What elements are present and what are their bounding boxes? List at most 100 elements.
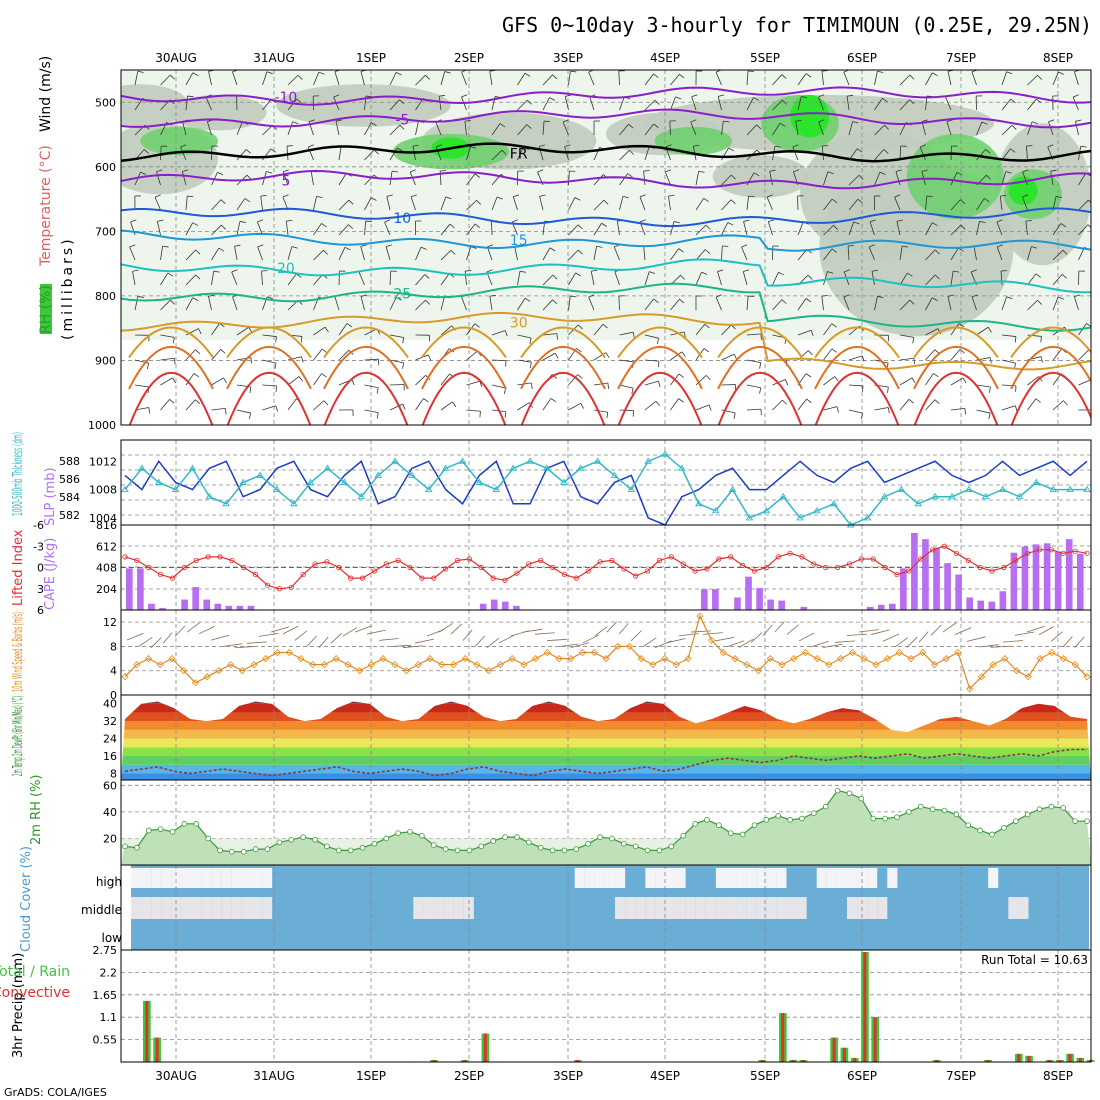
wind-barb-flag xyxy=(371,122,377,127)
wind-barb-flag xyxy=(391,170,399,173)
cape-bar xyxy=(944,563,951,610)
wind-barb xyxy=(792,146,799,161)
wind-barb-flag xyxy=(960,199,966,204)
wind-barb-flag xyxy=(486,269,493,273)
rh-point xyxy=(312,836,318,843)
cloud-clear-high xyxy=(766,868,777,888)
wind-barb-flag xyxy=(908,399,914,404)
cloud-clear-high xyxy=(756,868,767,888)
wind-barb xyxy=(364,197,372,211)
lifted-point xyxy=(1001,564,1007,571)
wind-barb-flag xyxy=(934,274,940,280)
wind-barb-flag xyxy=(805,373,812,378)
cloud-clear-high xyxy=(715,868,726,888)
rh-point xyxy=(906,809,912,815)
wind-barb xyxy=(129,246,136,261)
lifted-point xyxy=(882,564,888,571)
wind-barb-flag xyxy=(156,169,163,172)
rh-point xyxy=(989,831,995,838)
wind-barb-flag xyxy=(137,70,144,73)
wind10-point xyxy=(696,612,704,620)
wind-barb-flag xyxy=(318,71,325,75)
wind-barb-flag xyxy=(420,246,427,250)
wind10-barb xyxy=(762,624,773,636)
wind-barb xyxy=(313,326,326,336)
rh-point xyxy=(822,803,829,810)
rh2m-tick: 20 xyxy=(103,832,117,845)
lifted-point xyxy=(775,554,781,560)
wind-barb xyxy=(644,400,657,411)
rh-point xyxy=(704,817,710,823)
temp-band xyxy=(121,756,1091,765)
wind-barb-flag xyxy=(877,70,884,73)
wind-barb-flag xyxy=(1060,223,1067,228)
slp-tick: 1004 xyxy=(89,512,117,525)
wind-barb xyxy=(1027,246,1032,261)
wind-barb xyxy=(746,296,749,311)
cape-bar xyxy=(203,599,211,610)
wind-barb xyxy=(134,71,139,86)
surface-isotherm xyxy=(717,345,803,390)
wind10-point xyxy=(801,648,810,657)
wind-barb-flag xyxy=(449,223,455,229)
wind-barb xyxy=(542,299,553,311)
wind-barb xyxy=(823,171,829,186)
thickness-point xyxy=(154,478,163,485)
wind-barb xyxy=(1052,223,1062,236)
wind-barb-flag xyxy=(605,352,610,358)
thickness-point xyxy=(138,464,146,471)
cloud-clear-mid xyxy=(796,897,807,919)
wind-barb-flag xyxy=(853,221,860,225)
wind-barb-flag xyxy=(774,145,781,148)
rh-point xyxy=(502,834,508,840)
wind-barb xyxy=(313,223,322,236)
wind-barb xyxy=(185,274,196,286)
rh-point xyxy=(407,828,413,835)
rh2m-tick: 60 xyxy=(103,779,117,792)
wind-barb-flag xyxy=(333,94,340,98)
wind-barb xyxy=(976,198,985,211)
rh-point xyxy=(1012,818,1019,824)
wind10-barb xyxy=(246,641,267,644)
wind10-point xyxy=(743,661,751,669)
wind-barb xyxy=(695,224,707,236)
wind10-point xyxy=(1059,655,1068,663)
wind-barb-flag xyxy=(603,199,609,205)
wind-barb xyxy=(517,271,521,286)
wind-barb-flag xyxy=(678,373,685,378)
thickness-point xyxy=(695,499,703,507)
thickness-point xyxy=(880,492,889,500)
cloud-clear-mid xyxy=(231,897,242,919)
wind-barb xyxy=(619,123,629,136)
wind-barb xyxy=(435,121,442,136)
precip-bars xyxy=(143,952,1095,1062)
wind-barb-flag xyxy=(575,272,581,277)
wind-barb-flag xyxy=(1040,336,1042,343)
wind-barb xyxy=(899,399,910,411)
footer-credit: GrADS: COLA/IGES xyxy=(4,1086,107,1099)
wind-barb-flag xyxy=(909,99,915,105)
wind-barb xyxy=(236,409,251,414)
wind-barb xyxy=(440,401,453,411)
wind10-point xyxy=(602,655,610,663)
wind-barb-flag xyxy=(474,323,480,328)
wind-barb-flag xyxy=(909,299,915,305)
wind-barb xyxy=(185,297,194,311)
wind10-point xyxy=(297,655,305,663)
wind-barb xyxy=(1052,373,1062,386)
wind-barb-flag xyxy=(715,294,722,298)
rh-region xyxy=(790,94,830,138)
wind-barb xyxy=(846,96,850,111)
wind10-barb xyxy=(234,646,255,649)
wind-barb xyxy=(1001,71,1007,86)
wind-barb-flag xyxy=(733,353,738,360)
cape-bar xyxy=(225,605,233,610)
wind-barb-flag xyxy=(703,197,709,202)
wind-barb xyxy=(848,174,860,186)
pressure-tick-label: 900 xyxy=(95,354,116,367)
wind10-barb xyxy=(846,633,867,636)
wind-barb xyxy=(950,349,961,361)
wind10-barb xyxy=(678,633,699,637)
wind-barb-flag xyxy=(808,350,813,356)
isotherm-label: -5 xyxy=(395,112,409,128)
